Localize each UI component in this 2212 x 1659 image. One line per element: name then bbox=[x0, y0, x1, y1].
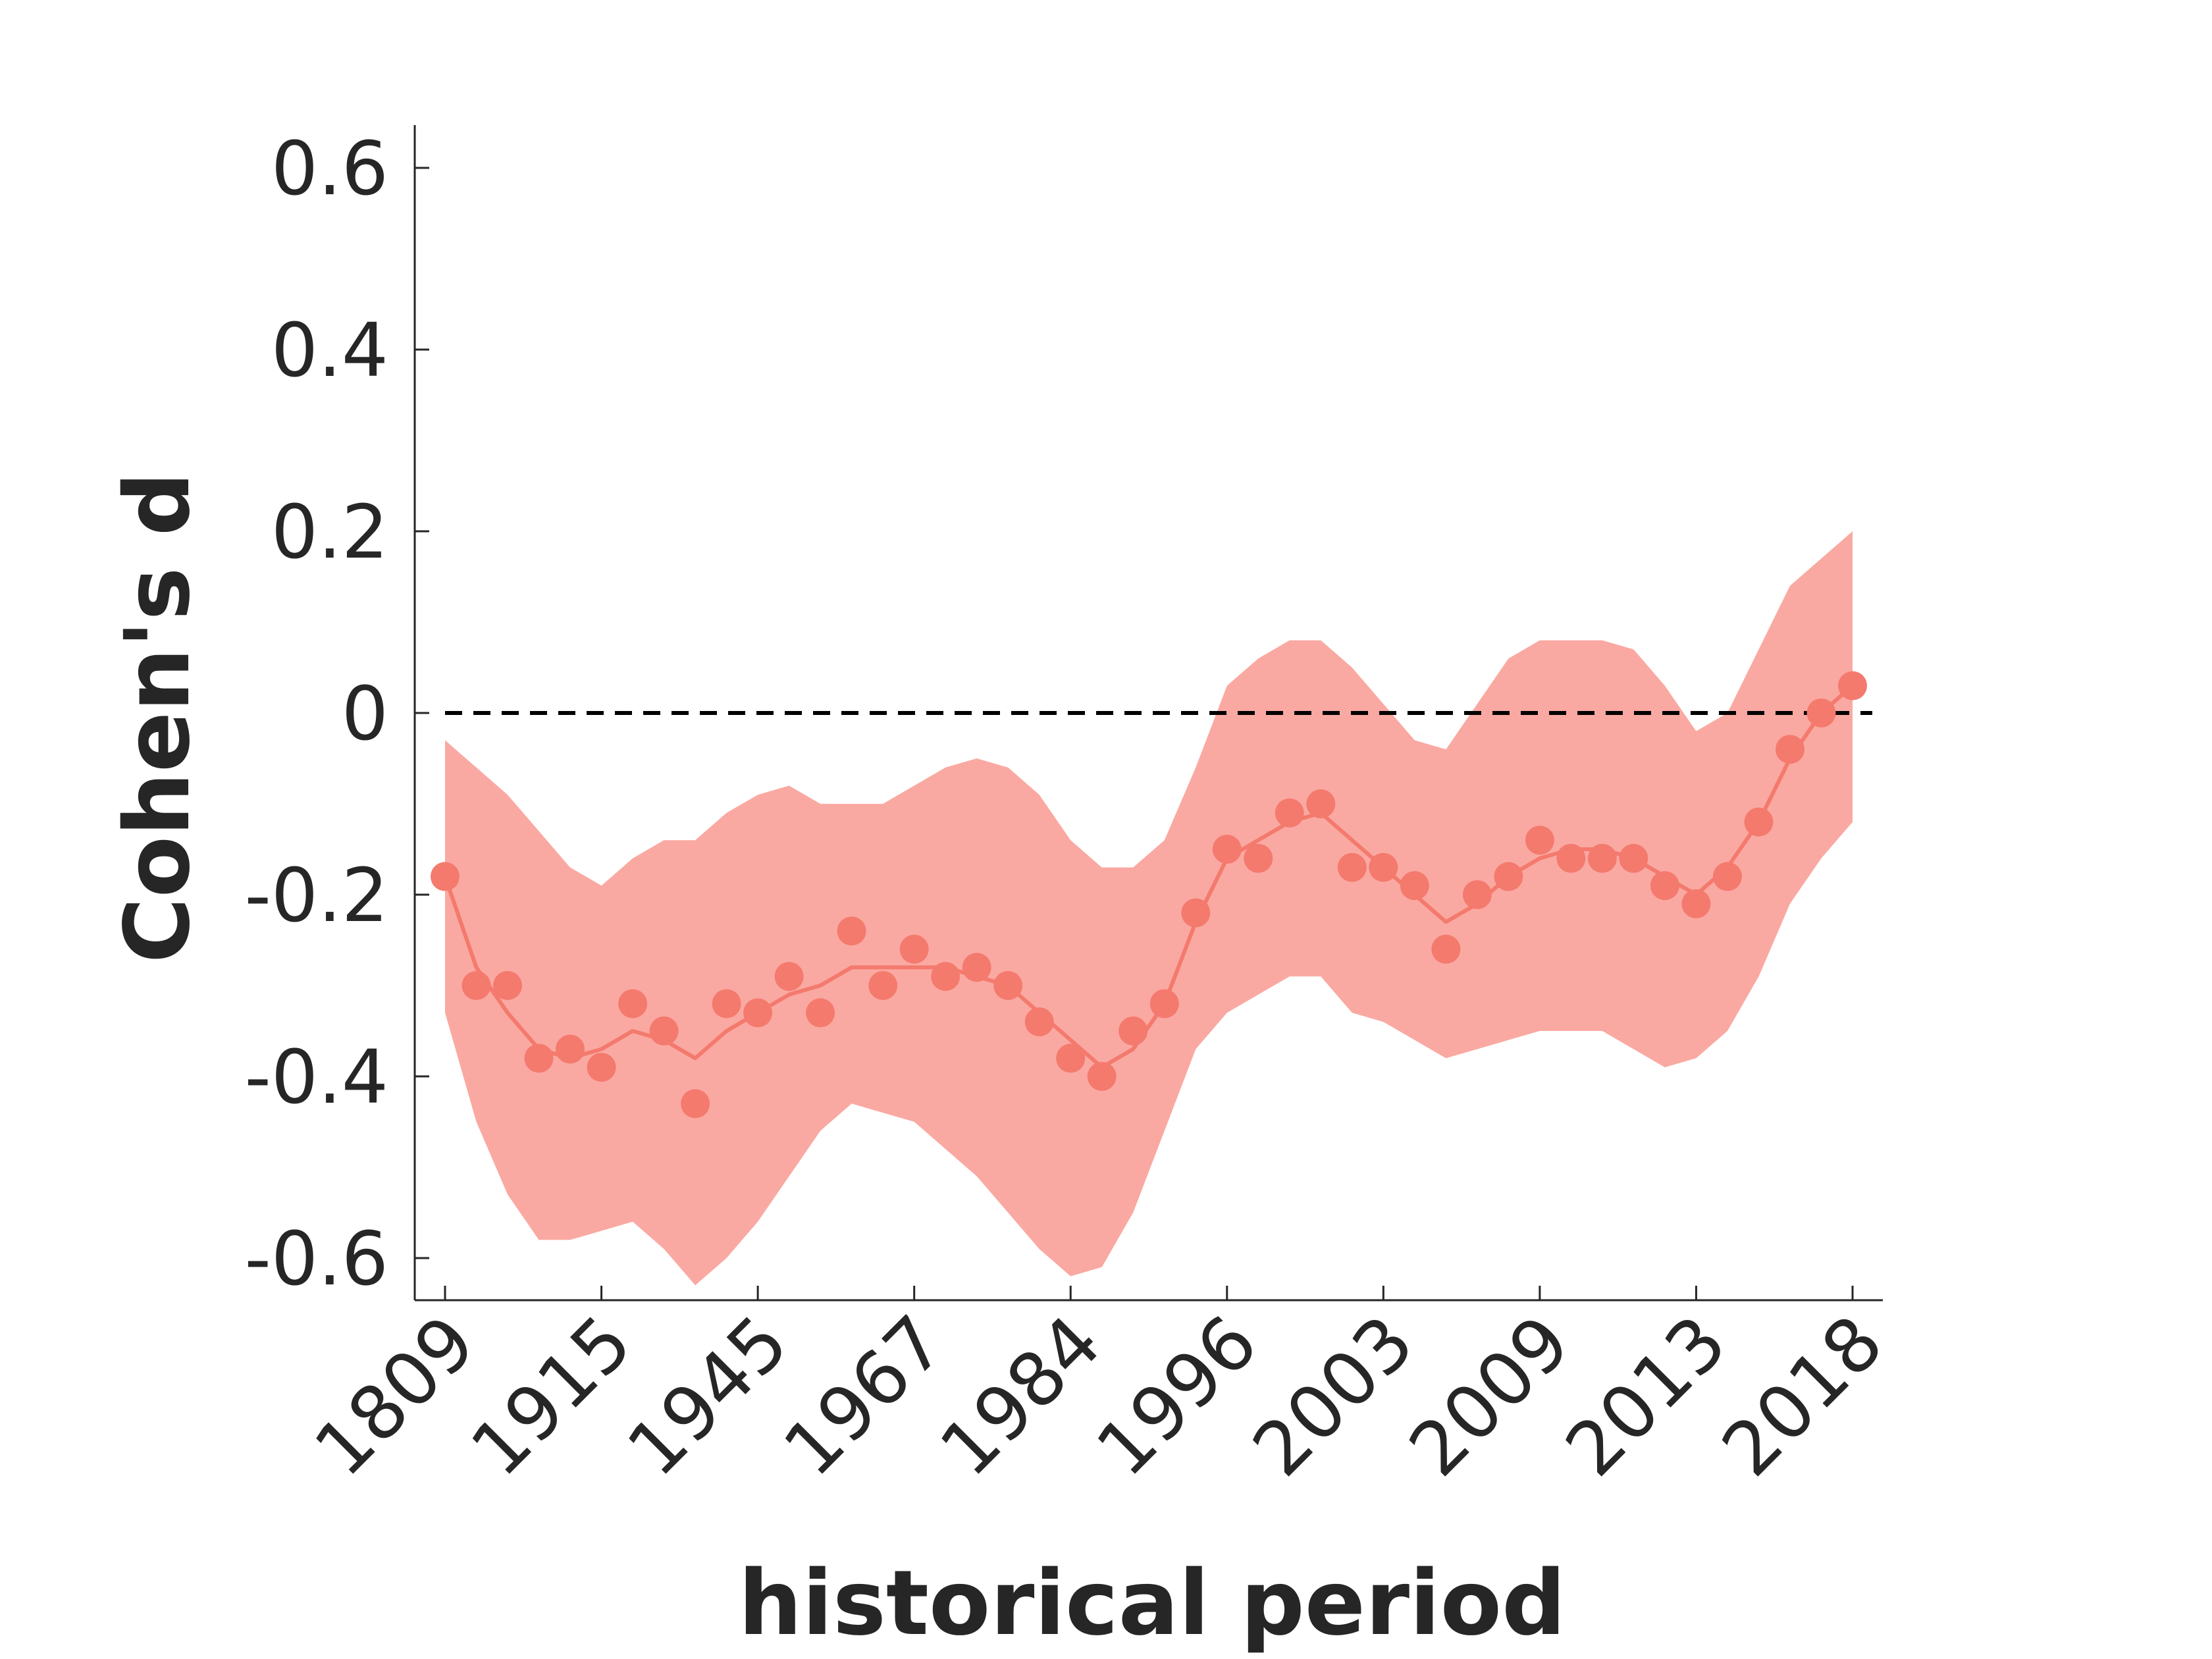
data-point bbox=[899, 934, 929, 964]
data-point bbox=[1244, 843, 1273, 873]
data-point bbox=[712, 989, 741, 1018]
data-point bbox=[556, 1034, 585, 1064]
data-points-layer bbox=[431, 671, 1867, 1119]
data-point bbox=[618, 989, 648, 1018]
y-tick-label: 0 bbox=[342, 672, 388, 757]
data-point bbox=[1462, 880, 1492, 909]
y-tick-label: -0.2 bbox=[244, 853, 388, 939]
data-point bbox=[1056, 1043, 1086, 1073]
y-tick-label: -0.4 bbox=[244, 1035, 388, 1120]
data-point bbox=[993, 971, 1023, 1000]
data-point bbox=[962, 953, 991, 982]
data-point bbox=[1806, 698, 1836, 727]
data-point bbox=[1525, 826, 1554, 855]
x-tick-label: 1984 bbox=[924, 1300, 1117, 1492]
confidence-band bbox=[445, 531, 1853, 1286]
data-point bbox=[1744, 807, 1774, 837]
axes bbox=[413, 125, 1883, 1302]
data-point bbox=[1713, 862, 1742, 891]
x-tick-label: 2018 bbox=[1706, 1300, 1899, 1492]
data-point bbox=[1431, 934, 1461, 964]
x-tick-label: 2009 bbox=[1394, 1300, 1587, 1492]
data-point bbox=[1337, 853, 1367, 882]
data-point bbox=[524, 1043, 554, 1073]
x-tick-label: 1945 bbox=[612, 1300, 804, 1492]
data-point bbox=[806, 998, 835, 1028]
data-point bbox=[1776, 735, 1804, 764]
trend-line-layer bbox=[443, 684, 1854, 1070]
data-point bbox=[1400, 871, 1429, 901]
data-point bbox=[837, 916, 866, 946]
data-point bbox=[493, 971, 522, 1000]
x-tick-label: 1967 bbox=[768, 1300, 961, 1492]
data-point bbox=[461, 971, 491, 1000]
y-axis-title: Cohen's d bbox=[106, 472, 210, 963]
data-point bbox=[1306, 789, 1336, 818]
data-point bbox=[1149, 989, 1179, 1018]
x-tick-label: 1915 bbox=[455, 1300, 648, 1492]
data-point bbox=[1587, 843, 1617, 873]
y-tick-label: 0.4 bbox=[271, 308, 388, 394]
data-point bbox=[1619, 843, 1648, 873]
data-point bbox=[1119, 1016, 1148, 1045]
data-point bbox=[1275, 798, 1304, 828]
data-point bbox=[431, 862, 460, 891]
data-point bbox=[1369, 853, 1398, 882]
data-point bbox=[1556, 843, 1586, 873]
data-point bbox=[1024, 1007, 1054, 1037]
data-point bbox=[868, 971, 898, 1000]
data-point bbox=[587, 1053, 616, 1082]
data-point bbox=[1650, 871, 1679, 901]
y-tick-label: 0.2 bbox=[271, 490, 388, 575]
confidence-band-layer bbox=[445, 531, 1853, 1286]
y-tick-label: -0.6 bbox=[244, 1217, 388, 1302]
x-tick-label: 1996 bbox=[1080, 1300, 1273, 1492]
y-tick-labels: 0.6 0.4 0.2 0 -0.2 -0.4 -0.6 bbox=[244, 126, 388, 1302]
x-axis-title: historical period bbox=[739, 1552, 1566, 1656]
data-point bbox=[1494, 862, 1523, 891]
y-tick-label: 0.6 bbox=[271, 126, 388, 212]
data-point bbox=[1838, 671, 1867, 700]
x-tick-label: 2003 bbox=[1237, 1300, 1430, 1492]
data-point bbox=[743, 998, 773, 1028]
trend-line bbox=[443, 684, 1854, 1070]
data-point bbox=[1181, 898, 1211, 928]
data-point bbox=[1212, 835, 1242, 864]
data-point bbox=[649, 1016, 679, 1045]
data-point bbox=[1681, 889, 1711, 918]
data-point bbox=[931, 962, 961, 991]
data-point bbox=[1087, 1062, 1117, 1091]
x-tick-label: 1809 bbox=[299, 1300, 492, 1492]
data-point bbox=[681, 1089, 710, 1119]
data-point bbox=[774, 962, 804, 991]
x-tick-label: 2013 bbox=[1550, 1300, 1743, 1492]
